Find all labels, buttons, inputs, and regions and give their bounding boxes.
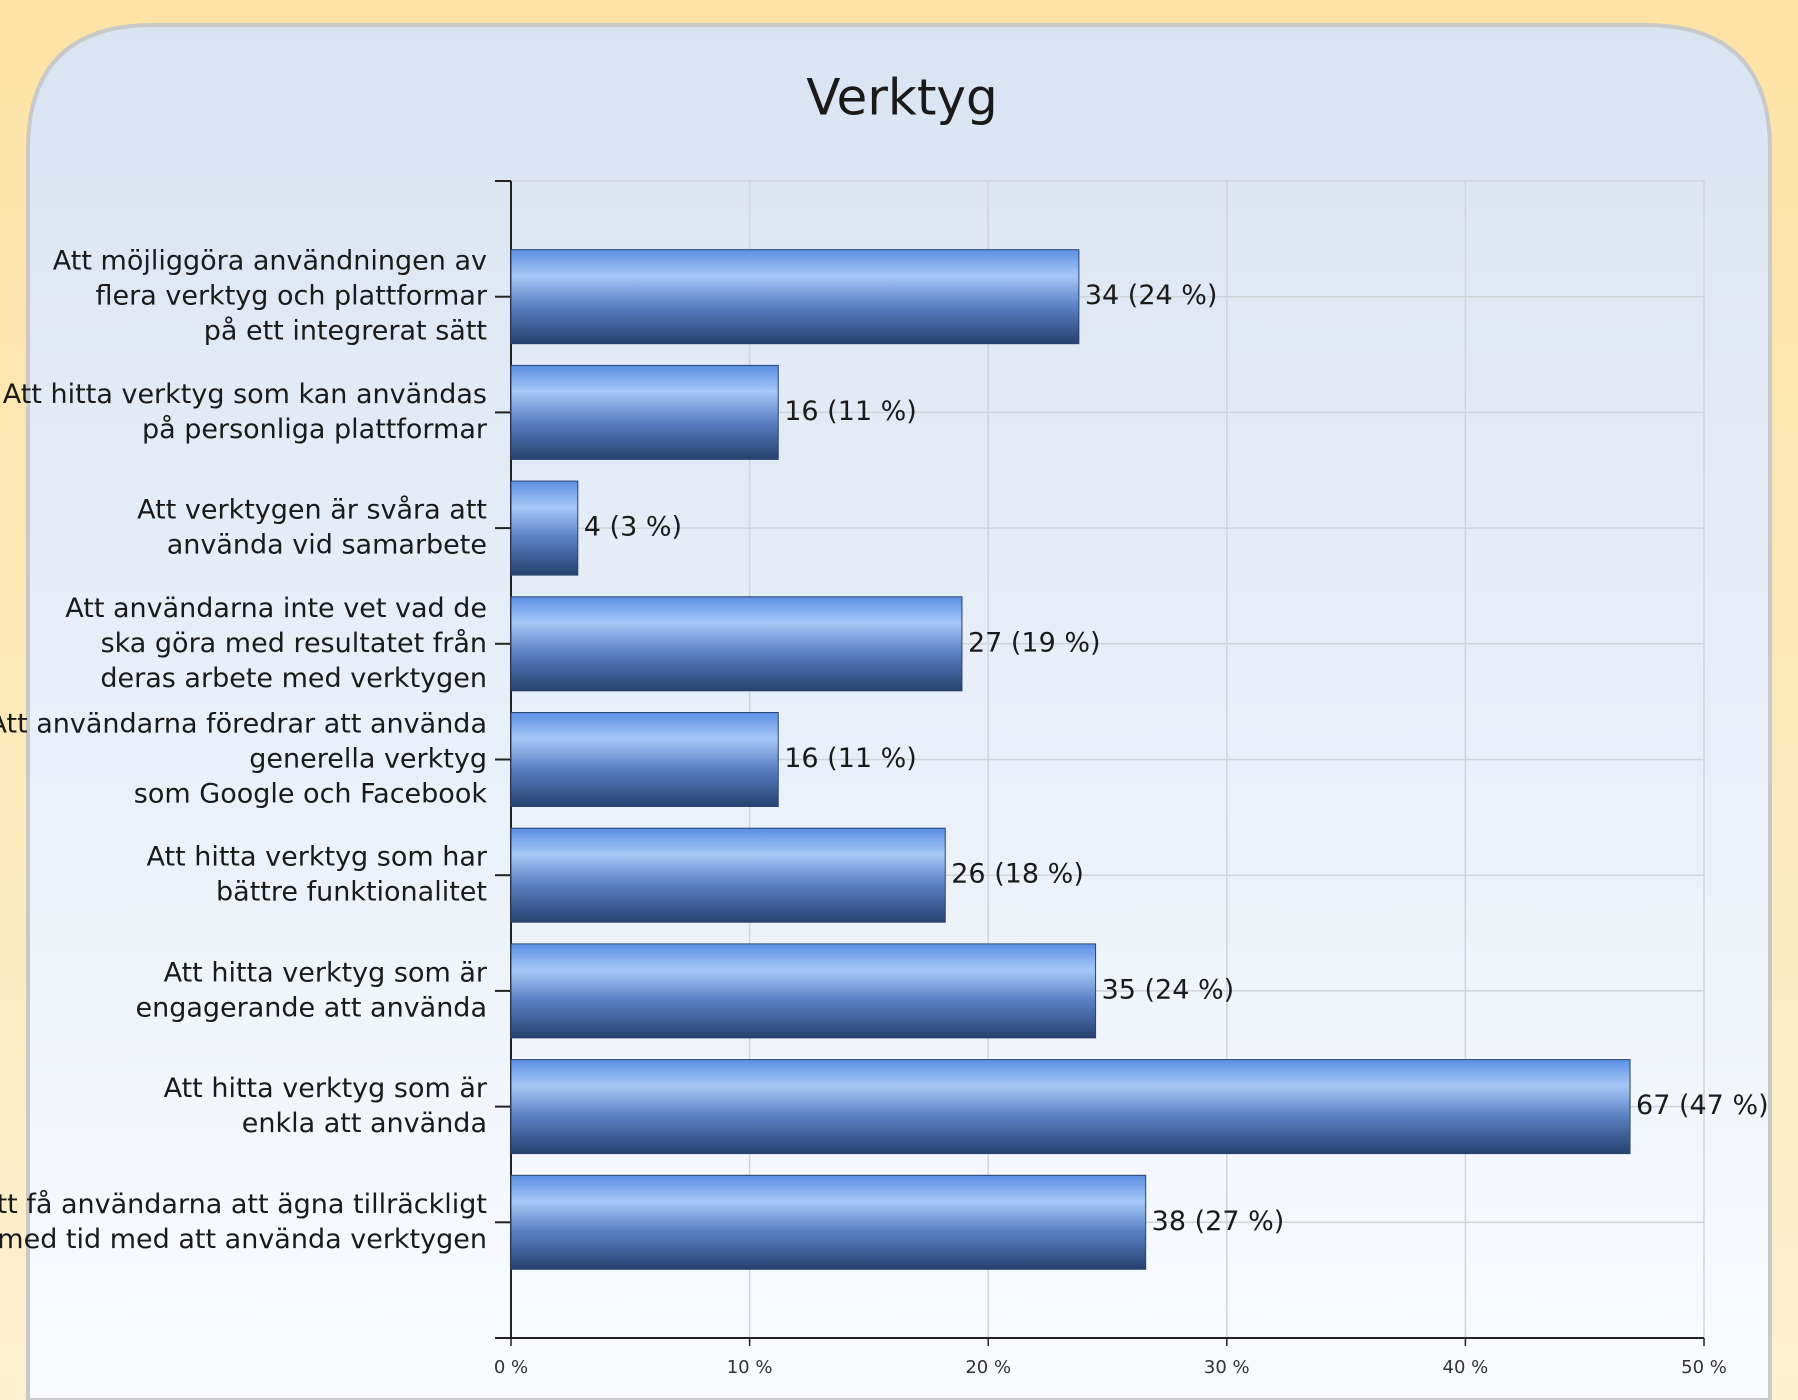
bar bbox=[510, 249, 1080, 345]
y-tick-label: Att hitta verktyg som är enkla att använd… bbox=[164, 1073, 488, 1139]
x-tick-label: 40 % bbox=[1443, 1357, 1489, 1378]
bar bbox=[510, 1174, 1147, 1270]
bar bbox=[510, 1059, 1631, 1155]
y-tick-label: Att verktygen är svåra att använda vid sa… bbox=[137, 494, 487, 560]
x-tick-label: 20 % bbox=[965, 1357, 1011, 1378]
data-label: 16 (11 %) bbox=[784, 743, 917, 774]
y-tick-label: Att hitta verktyg som har bättre funktion… bbox=[146, 841, 487, 907]
data-label: 27 (19 %) bbox=[968, 627, 1101, 658]
y-tick-label: Att möjliggöra användningen av flera verk… bbox=[53, 245, 488, 346]
data-label: 16 (11 %) bbox=[784, 396, 917, 427]
x-tick-label: 50 % bbox=[1681, 1357, 1727, 1378]
data-label: 35 (24 %) bbox=[1102, 974, 1235, 1005]
y-tick-label: Att få användarna att ägna tillräckligt m… bbox=[0, 1188, 487, 1254]
data-label: 26 (18 %) bbox=[951, 859, 1084, 890]
bar bbox=[510, 943, 1097, 1039]
x-tick-label: 30 % bbox=[1204, 1357, 1250, 1378]
bar bbox=[510, 596, 963, 692]
x-tick-label: 0 % bbox=[494, 1357, 528, 1378]
data-label: 4 (3 %) bbox=[584, 512, 682, 543]
data-label: 38 (27 %) bbox=[1152, 1206, 1285, 1237]
x-tick-label: 10 % bbox=[727, 1357, 773, 1378]
bar bbox=[510, 480, 579, 576]
y-tick-label: Att hitta verktyg som är engagerande att … bbox=[135, 957, 487, 1023]
y-tick-label: Att hitta verktyg som kan användas på per… bbox=[3, 378, 488, 444]
bar bbox=[510, 712, 779, 807]
data-label: 34 (24 %) bbox=[1085, 280, 1218, 311]
data-label: 67 (47 %) bbox=[1636, 1090, 1769, 1121]
bar bbox=[510, 827, 946, 923]
bar bbox=[510, 364, 779, 460]
panel bbox=[26, 23, 1772, 1400]
chart-title: Verktyg bbox=[806, 69, 998, 127]
y-tick-label: Att användarna föredrar att använda gener… bbox=[0, 708, 487, 809]
y-tick-label: Att användarna inte vet vad de ska göra m… bbox=[65, 592, 487, 693]
